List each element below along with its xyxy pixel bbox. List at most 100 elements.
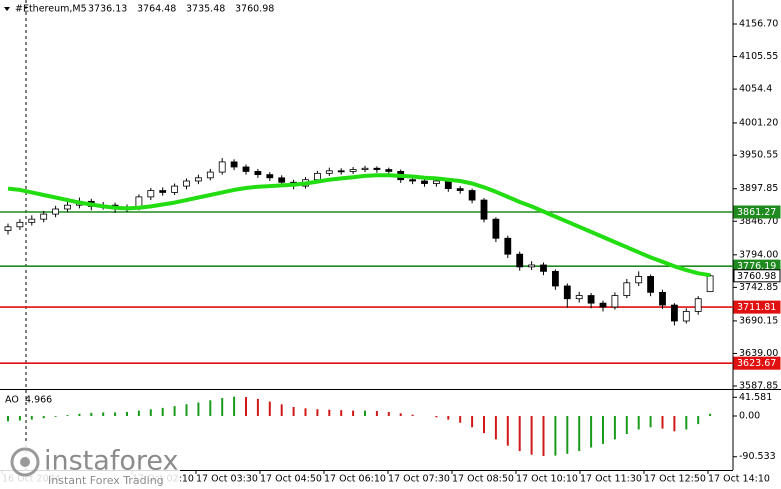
level-label-box	[733, 356, 781, 370]
candle-body	[4, 226, 12, 232]
candle-body	[671, 304, 678, 322]
menu-arrow	[4, 7, 10, 11]
x-tick-label: 17 Oct 11:30	[580, 474, 642, 485]
candle-body	[623, 282, 631, 296]
y-tick-label: 4156.70	[739, 18, 778, 29]
watermark-logo-core	[20, 457, 30, 467]
candle-body	[575, 295, 583, 300]
y-tick-label: 3794.00	[739, 249, 778, 260]
candle-body	[682, 311, 690, 322]
candle-body	[504, 237, 512, 255]
y-tick-label: 3690.15	[739, 315, 778, 326]
candle-body	[373, 167, 381, 170]
candle-body	[421, 180, 428, 184]
candle-body	[563, 285, 571, 300]
candle-body	[242, 166, 250, 172]
x-tick-label: 17 Oct 04:50	[260, 474, 322, 485]
y-tick-label: 3639.00	[739, 348, 778, 359]
ohlc-header: 3736.13 3764.48 3735.48 3760.98	[88, 4, 274, 15]
header-high: 3764.48	[137, 4, 176, 15]
candle-body	[278, 177, 286, 183]
candle-body	[16, 221, 24, 228]
last-price-label-box	[733, 269, 781, 283]
x-tick-label: 17 Oct 07:30	[388, 474, 450, 485]
candle-body	[552, 270, 559, 287]
y-tick-label: 3897.85	[739, 183, 778, 194]
candle-body	[361, 167, 369, 170]
x-tick-label: 17 Oct 06:10	[324, 474, 386, 485]
header-open: 3736.13	[88, 4, 127, 15]
x-tick-label: 17 Oct 14:10	[708, 474, 770, 485]
candle-body	[52, 208, 59, 215]
y-tick-label: 4105.55	[739, 51, 778, 62]
candle-body	[647, 276, 654, 293]
candle-body	[40, 213, 48, 220]
candle-body	[480, 199, 488, 220]
candle-body	[218, 161, 226, 173]
candle-body	[194, 177, 202, 182]
candle-body	[147, 190, 155, 198]
level-label: 3776.19	[737, 261, 776, 272]
candle-body	[385, 169, 393, 172]
moving-average	[7, 173, 711, 278]
ao-tick-label: -90.533	[739, 451, 776, 462]
indicator-value: 4.966	[25, 395, 52, 406]
candle-body	[337, 170, 345, 173]
candle-body	[599, 302, 607, 308]
x-tick-label: 17 Oct 08:50	[452, 474, 514, 485]
candle-body	[468, 190, 476, 201]
level-label: 3623.67	[737, 358, 776, 369]
y-tick-label: 3846.70	[739, 216, 778, 227]
y-tick-label: 3742.85	[739, 282, 778, 293]
watermark-brand: instaforex	[44, 446, 178, 477]
candle-body	[349, 169, 357, 172]
candle-body	[587, 295, 595, 304]
y-tick-label: 3587.85	[739, 380, 778, 391]
candle-body	[659, 291, 666, 306]
candle-body	[206, 171, 214, 179]
header-close: 3760.98	[235, 4, 274, 15]
x-tick-label: 17 Oct 12:50	[644, 474, 706, 485]
x-tick-label: 17 Oct 03:30	[196, 474, 258, 485]
y-tick-label: 3950.55	[739, 150, 778, 161]
y-tick-label: 4001.20	[739, 117, 778, 128]
candle-body	[635, 276, 643, 284]
candle-body	[540, 264, 547, 272]
candle-body	[183, 180, 190, 187]
candle-body	[313, 172, 321, 181]
candle-body	[28, 218, 36, 223]
x-tick-label: 17 Oct 10:10	[516, 474, 578, 485]
level-label: 3861.27	[737, 207, 776, 218]
candle-body	[611, 295, 619, 308]
candle-body	[266, 174, 274, 179]
watermark-tagline: Instant Forex Trading	[48, 474, 164, 487]
level-label: 3711.81	[737, 302, 776, 313]
candle-body	[492, 218, 500, 239]
candle-body	[456, 188, 464, 191]
candle-body	[694, 298, 702, 312]
header-low: 3735.48	[186, 4, 225, 15]
level-label-box	[733, 205, 781, 219]
candle-body	[528, 264, 535, 268]
candle-body	[254, 171, 262, 176]
candle-body	[409, 179, 417, 182]
candle-body	[325, 170, 333, 174]
candle-body	[159, 190, 167, 193]
candle-body	[432, 180, 440, 184]
last-price-label: 3760.98	[737, 271, 776, 282]
candle-body	[706, 275, 714, 293]
indicator-name: AO	[5, 395, 19, 406]
level-label-box	[733, 300, 781, 314]
ao-tick-label: 41.581	[739, 392, 772, 403]
watermark-logo	[10, 447, 40, 477]
symbol-title: #Ethereum,M5	[15, 4, 87, 15]
candle-body	[171, 185, 179, 193]
candle-body	[516, 253, 524, 268]
ao-tick-label: 0.00	[739, 410, 760, 421]
watermark: instaforex Instant Forex Trading	[0, 443, 180, 489]
y-tick-label: 4054.4	[739, 84, 772, 95]
candle-body	[64, 204, 71, 210]
